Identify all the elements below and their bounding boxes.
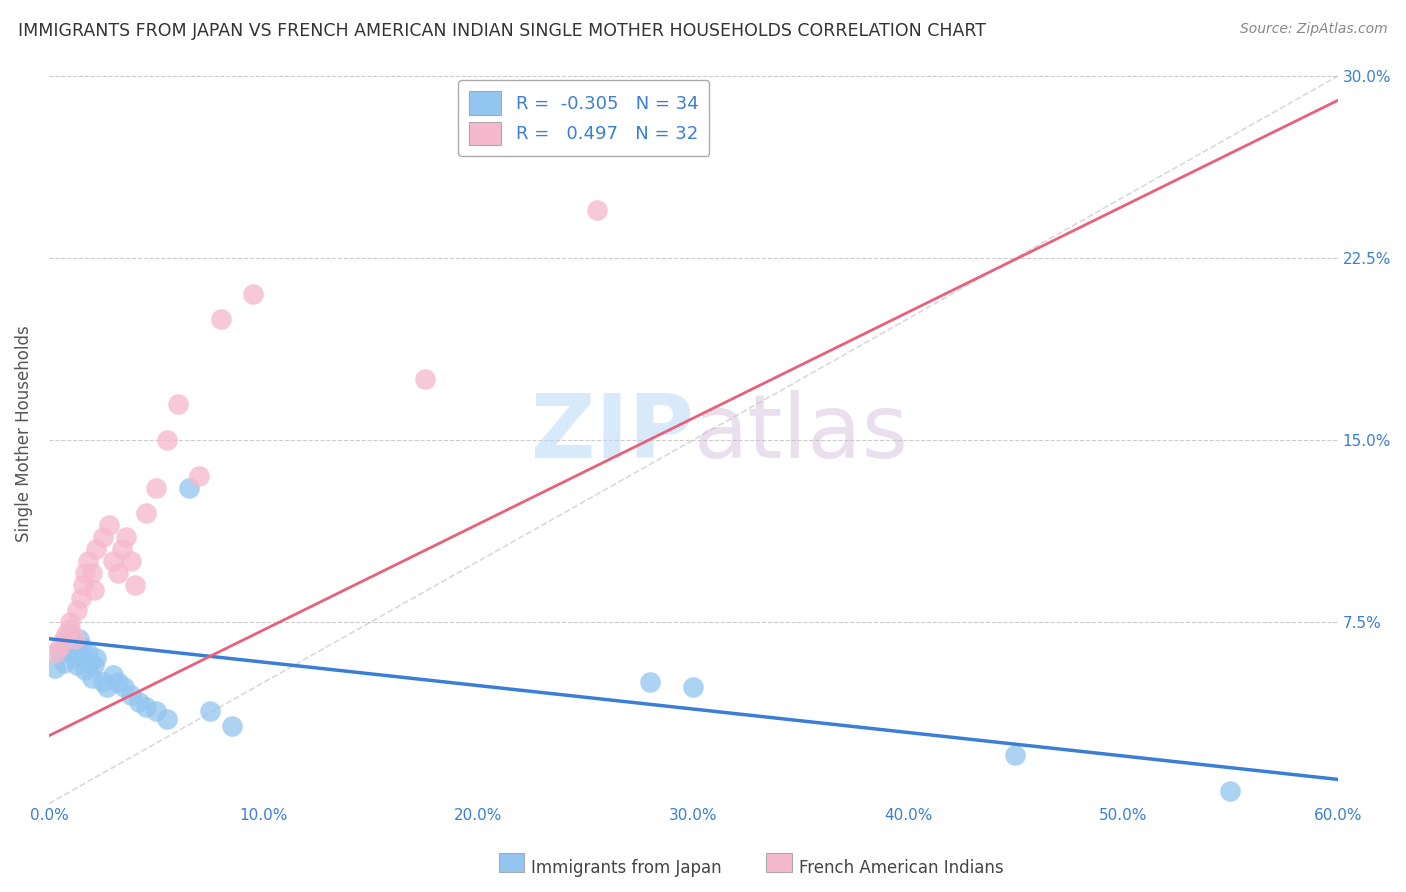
Point [640,675,662,690]
Point [76,646,98,660]
Point [96,680,118,694]
Point [107,566,129,581]
Point [156,712,179,726]
Point [128,695,150,709]
Point [84,651,107,665]
Point [91,530,114,544]
Point [112,680,135,694]
Point [91,675,114,690]
Point [103,668,125,682]
Point [120,688,142,702]
Point [198,705,221,719]
Point [103,554,125,568]
Point [75,566,97,581]
Point [98,517,121,532]
Point [156,433,179,447]
Point [70,591,93,605]
Y-axis label: Single Mother Households: Single Mother Households [15,326,32,542]
Point [48,646,70,660]
Point [135,506,157,520]
Point [59,644,82,658]
Point [66,602,89,616]
Point [59,627,82,641]
Point [59,622,82,636]
Point [111,541,134,556]
Text: atlas: atlas [693,391,908,477]
Point [124,578,146,592]
Text: French American Indians: French American Indians [799,859,1004,877]
Point [44,646,66,660]
Text: ZIP: ZIP [530,391,693,477]
Text: IMMIGRANTS FROM JAPAN VS FRENCH AMERICAN INDIAN SINGLE MOTHER HOUSEHOLDS CORRELA: IMMIGRANTS FROM JAPAN VS FRENCH AMERICAN… [18,22,986,40]
Point [682,680,704,694]
Point [67,632,90,646]
Text: Immigrants from Japan: Immigrants from Japan [531,859,723,877]
Point [145,705,167,719]
Point [80,671,103,685]
Point [70,639,93,653]
Point [63,632,86,646]
Point [79,656,101,670]
Point [135,699,157,714]
Point [83,658,105,673]
Point [53,632,76,646]
Point [63,651,86,665]
Point [55,627,77,641]
Point [242,287,264,301]
Point [188,469,211,483]
Point [1219,784,1241,798]
Point [44,661,66,675]
Point [53,656,76,670]
Text: Source: ZipAtlas.com: Source: ZipAtlas.com [1240,22,1388,37]
Point [413,372,436,386]
Point [84,541,107,556]
Point [59,615,82,629]
Legend: R =  -0.305   N = 34, R =   0.497   N = 32: R = -0.305 N = 34, R = 0.497 N = 32 [458,80,710,156]
Point [72,578,94,592]
Point [221,719,243,733]
Point [1004,748,1026,763]
Point [585,202,607,217]
Point [76,554,98,568]
Point [83,583,105,598]
Point [115,530,138,544]
Point [48,639,70,653]
Point [120,554,142,568]
Point [177,482,200,496]
Point [55,639,77,653]
Point [209,311,232,326]
Point [80,566,103,581]
Point [166,396,188,410]
Point [75,663,97,677]
Point [66,658,89,673]
Point [107,675,129,690]
Point [72,651,94,665]
Point [145,482,167,496]
